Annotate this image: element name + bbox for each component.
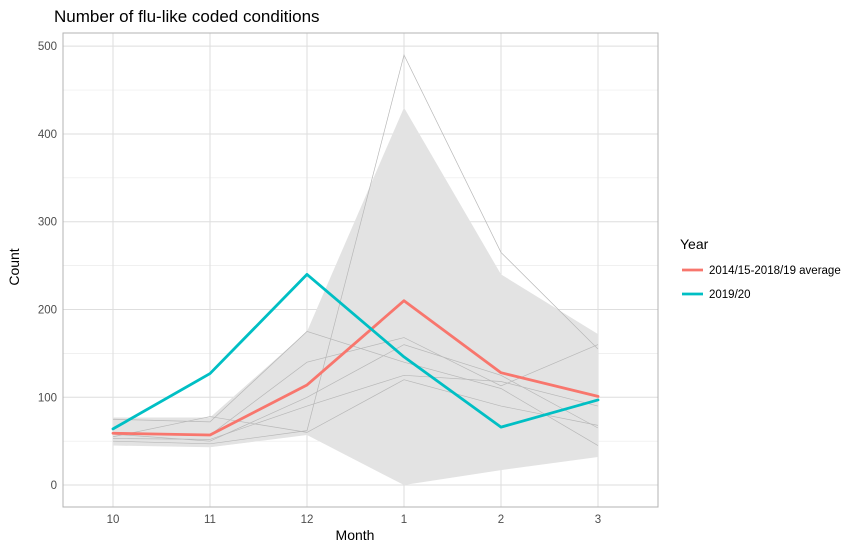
x-tick-label: 3 <box>595 514 601 526</box>
background-year-line <box>112 53 599 445</box>
legend-title: Year <box>680 236 709 252</box>
range-ribbon <box>113 107 598 486</box>
background-year-line <box>112 344 599 442</box>
y-tick-label: 200 <box>38 305 57 317</box>
y-tick-label: 300 <box>38 217 57 229</box>
x-tick-label: 10 <box>107 514 120 526</box>
legend: Year 2014/15-2018/19 average 2019/20 <box>680 236 841 301</box>
background-year-line <box>112 331 599 446</box>
y-tick-label: 500 <box>38 41 57 53</box>
background-year-line <box>112 379 599 438</box>
series-line-1 <box>111 299 600 437</box>
x-tick-label: 1 <box>401 514 407 526</box>
y-tick-label: 100 <box>38 392 57 404</box>
x-tick-label: 12 <box>301 514 314 526</box>
background-year-line <box>112 374 599 440</box>
series-line-2 <box>111 272 600 431</box>
y-tick-label: 400 <box>38 129 57 141</box>
y-axis-title: Count <box>6 248 22 285</box>
panel-border <box>62 32 659 508</box>
x-axis-title: Month <box>336 527 375 543</box>
x-tick-label: 11 <box>204 514 216 526</box>
y-tick-label: 0 <box>51 480 57 492</box>
legend-label-2: 2019/20 <box>709 289 751 301</box>
chart-title: Number of flu-like coded conditions <box>54 7 320 26</box>
legend-label-1: 2014/15-2018/19 average <box>709 265 841 277</box>
x-tick-label: 2 <box>498 514 504 526</box>
